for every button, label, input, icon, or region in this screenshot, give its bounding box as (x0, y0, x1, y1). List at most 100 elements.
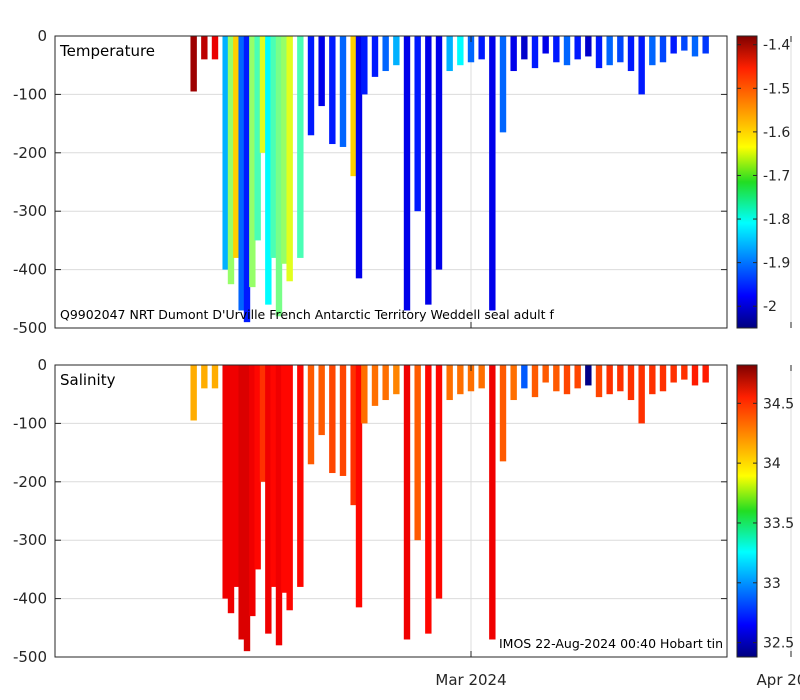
salinity-profile-bar (585, 365, 592, 386)
salinity-profile-bar (435, 365, 443, 599)
salinity-profile-bar (681, 365, 688, 380)
salinity-ytick-label: 0 (37, 356, 47, 374)
salinity-profile-bar (371, 365, 379, 406)
temperature-profile-bar (478, 36, 485, 60)
temperature-profile-bar (691, 36, 699, 57)
salinity-profile-bar (329, 365, 336, 474)
salinity-ytick-label: -200 (13, 473, 47, 491)
temperature-panel: 0 -100 -200 -300 -400 -500 Temperature Q99020… (13, 27, 792, 337)
salinity-profile-bar (446, 365, 453, 401)
temperature-profile-bar (510, 36, 517, 72)
temperature-profile-bar (297, 36, 304, 258)
salinity-profile-bar (243, 365, 251, 652)
temperature-profile-bar (606, 36, 613, 66)
temperature-cb-tick-label: -1.4 (763, 38, 790, 54)
temperature-profile-bar (318, 36, 325, 107)
temperature-colorbar: -1.4 -1.5 -1.6 -1.7 -1.8 -1.9 -2 (736, 35, 790, 329)
salinity-profile-bar (307, 365, 315, 465)
salinity-profile-bar (627, 365, 635, 401)
temperature-profile-bar (617, 36, 624, 63)
salinity-cb-tick-label: 34 (763, 456, 781, 472)
temperature-profile-bar (329, 36, 336, 145)
salinity-profile-bar (190, 365, 197, 421)
temperature-profile-bar (414, 36, 421, 212)
salinity-profile-bar (238, 365, 245, 640)
temperature-profiles (190, 36, 709, 323)
temperature-cb-tick-label: -1.6 (763, 125, 790, 141)
salinity-profile-bar (227, 365, 235, 614)
temperature-profile-bar (249, 36, 256, 288)
temperature-profile-bar (638, 36, 645, 95)
salinity-axes-box (54, 364, 728, 658)
temperature-profile-bar (227, 36, 235, 285)
salinity-cb-tick-label: 33 (763, 576, 781, 592)
temperature-profile-bar (233, 36, 240, 258)
temperature-profile-bar (254, 36, 261, 241)
temperature-profile-bar (595, 36, 603, 69)
salinity-profile-bar (702, 365, 709, 383)
temperature-cb-tick-label: -1.9 (763, 256, 790, 272)
salinity-ytick-label: -500 (13, 648, 47, 666)
salinity-profiles (190, 365, 709, 652)
salinity-profile-bar (275, 365, 283, 646)
temperature-ytick-label: -200 (13, 144, 47, 162)
salinity-profile-bar (489, 365, 496, 640)
temperature-profile-bar (361, 36, 368, 95)
temperature-profile-bar (355, 36, 363, 279)
temperature-profile-bar (307, 36, 315, 136)
salinity-colorbar: 34.5 34 33.5 33 32.5 (736, 364, 794, 658)
temperature-profile-bar (467, 36, 475, 63)
salinity-profile-bar (355, 365, 363, 608)
salinity-profile-bar (542, 365, 549, 383)
salinity-profile-bar (259, 365, 267, 482)
salinity-colorbar-bar (736, 364, 758, 658)
salinity-profile-bar (531, 365, 539, 398)
temperature-cb-tick-label: -1.5 (763, 81, 790, 97)
salinity-profile-bar (649, 365, 656, 395)
temperature-profile-bar (339, 36, 347, 147)
salinity-profile-bar (691, 365, 699, 386)
salinity-profile-bar (617, 365, 624, 392)
salinity-title: Salinity (60, 371, 116, 389)
temperature-profile-bar (201, 36, 208, 60)
salinity-colorbar-ticks: 34.5 34 33.5 33 32.5 (737, 396, 794, 652)
salinity-profile-bar (414, 365, 421, 541)
temperature-profile-bar (649, 36, 656, 66)
temperature-profile-bar (238, 36, 245, 311)
salinity-cb-tick-label: 34.5 (763, 396, 794, 412)
temperature-profile-bar (393, 36, 400, 66)
salinity-profile-bar (233, 365, 240, 587)
temperature-profile-bar (270, 36, 277, 258)
temperature-profile-bar (371, 36, 379, 77)
temperature-profile-bar (457, 36, 464, 66)
salinity-profile-bar (574, 365, 581, 389)
temperature-profile-bar (425, 36, 432, 305)
salinity-yticks: 0 -100 -200 -300 -400 -500 (13, 356, 727, 666)
temperature-profile-bar (563, 36, 571, 66)
temperature-colorbar-ticks: -1.4 -1.5 -1.6 -1.7 -1.8 -1.9 -2 (737, 38, 790, 315)
salinity-profile-bar (270, 365, 277, 587)
salinity-profile-bar (382, 365, 389, 401)
temperature-profile-bar (446, 36, 453, 72)
temperature-title: Temperature (59, 42, 155, 60)
salinity-profile-bar (297, 365, 304, 587)
temperature-profile-bar (627, 36, 635, 72)
salinity-profile-bar (265, 365, 272, 634)
salinity-profile-bar (521, 365, 528, 389)
temperature-cb-tick-label: -1.7 (763, 168, 790, 184)
temperature-profile-bar (259, 36, 267, 153)
salinity-profile-bar (478, 365, 485, 389)
xtick-label: Mar 2024 (435, 671, 506, 689)
salinity-profile-bar (350, 365, 357, 506)
temperature-profile-bar (531, 36, 539, 69)
temperature-xticks (470, 36, 792, 328)
temperature-cb-tick-label: -2 (763, 299, 777, 315)
temperature-yticks: 0 -100 -200 -300 -400 -500 (13, 27, 727, 337)
temperature-ytick-label: -500 (13, 319, 47, 337)
salinity-profile-bar (606, 365, 613, 395)
salinity-annotation: IMOS 22-Aug-2024 00:40 Hobart tin (499, 636, 723, 651)
salinity-profile-bar (211, 365, 219, 389)
temperature-profile-bar (681, 36, 688, 51)
